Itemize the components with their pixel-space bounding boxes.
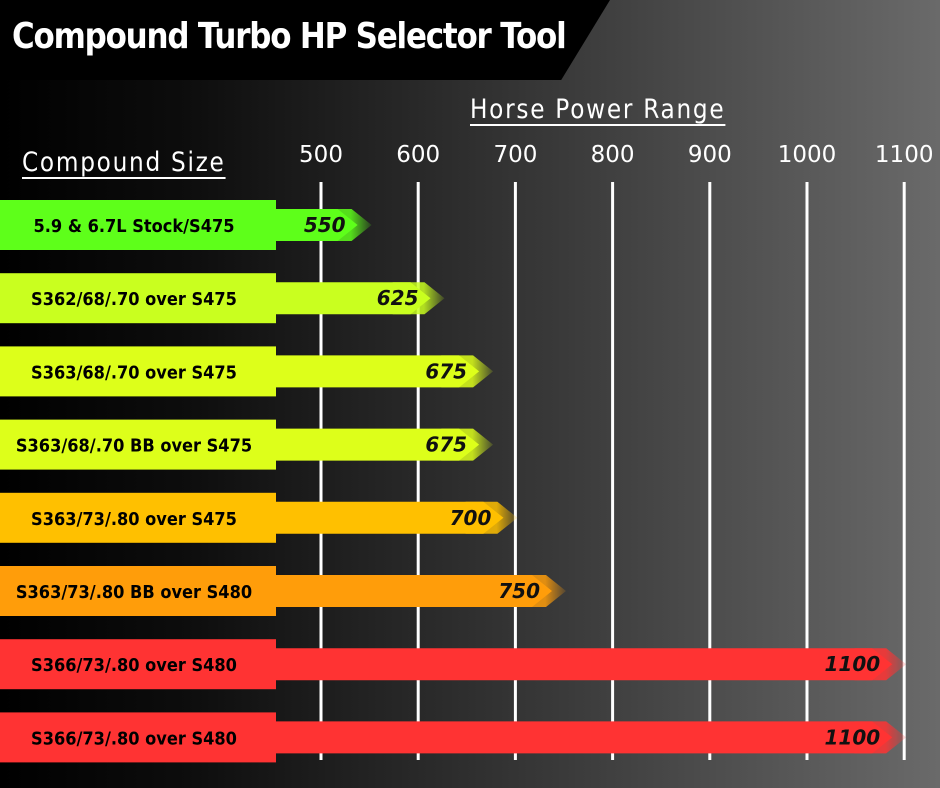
- bar-tip-6: [854, 648, 907, 681]
- bar-tip-5: [514, 575, 566, 607]
- category-label-0: 5.9 & 6.7L Stock/S475: [34, 216, 235, 237]
- category-box-1: [0, 273, 276, 324]
- value-label-5: 750: [498, 579, 540, 603]
- category-label-1: S362/68/.70 over S475: [31, 289, 237, 310]
- category-box-5: [0, 566, 276, 616]
- category-box-6: [0, 639, 276, 690]
- category-box-4: [0, 492, 276, 543]
- category-box-3: [0, 419, 276, 470]
- tick-label-700: 700: [493, 142, 537, 168]
- tick-label-600: 600: [396, 142, 440, 168]
- category-label-3: S363/68/.70 BB over S475: [16, 436, 252, 457]
- category-label-7: S366/73/.80 over S480: [31, 728, 237, 749]
- y-axis-header: Compound Size: [22, 147, 226, 178]
- chart-title: Compound Turbo HP Selector Tool: [12, 16, 567, 57]
- title-bar: [0, 0, 610, 80]
- category-label-2: S363/68/.70 over S475: [31, 362, 237, 383]
- bar-5: [200, 575, 552, 607]
- bar-tip-4: [465, 501, 518, 534]
- tick-label-900: 900: [688, 142, 732, 168]
- bar-tip-2: [441, 355, 494, 388]
- value-label-4: 700: [450, 506, 492, 530]
- tick-label-800: 800: [591, 142, 635, 168]
- category-box-0: [0, 200, 276, 250]
- x-axis-header: Horse Power Range: [470, 94, 726, 125]
- value-label-6: 1100: [825, 652, 881, 676]
- bar-tip-1: [392, 282, 445, 315]
- category-label-5: S363/73/.80 BB over S480: [16, 582, 252, 603]
- value-label-1: 625: [377, 286, 419, 310]
- tick-label-500: 500: [299, 142, 343, 168]
- bar-6: [200, 648, 893, 681]
- bar-tip-7: [854, 721, 907, 754]
- bar-tip-3: [441, 428, 494, 461]
- category-label-4: S363/73/.80 over S475: [31, 509, 237, 530]
- category-label-6: S366/73/.80 over S480: [31, 655, 237, 676]
- category-box-7: [0, 712, 276, 763]
- bar-7: [200, 721, 893, 754]
- tick-label-1100: 1100: [875, 142, 934, 168]
- value-label-7: 1100: [825, 725, 881, 749]
- bar-tip-0: [319, 209, 372, 241]
- value-label-0: 550: [304, 213, 346, 237]
- value-label-3: 675: [425, 433, 467, 457]
- category-box-2: [0, 346, 276, 397]
- value-label-2: 675: [425, 359, 467, 383]
- tick-label-1000: 1000: [778, 142, 837, 168]
